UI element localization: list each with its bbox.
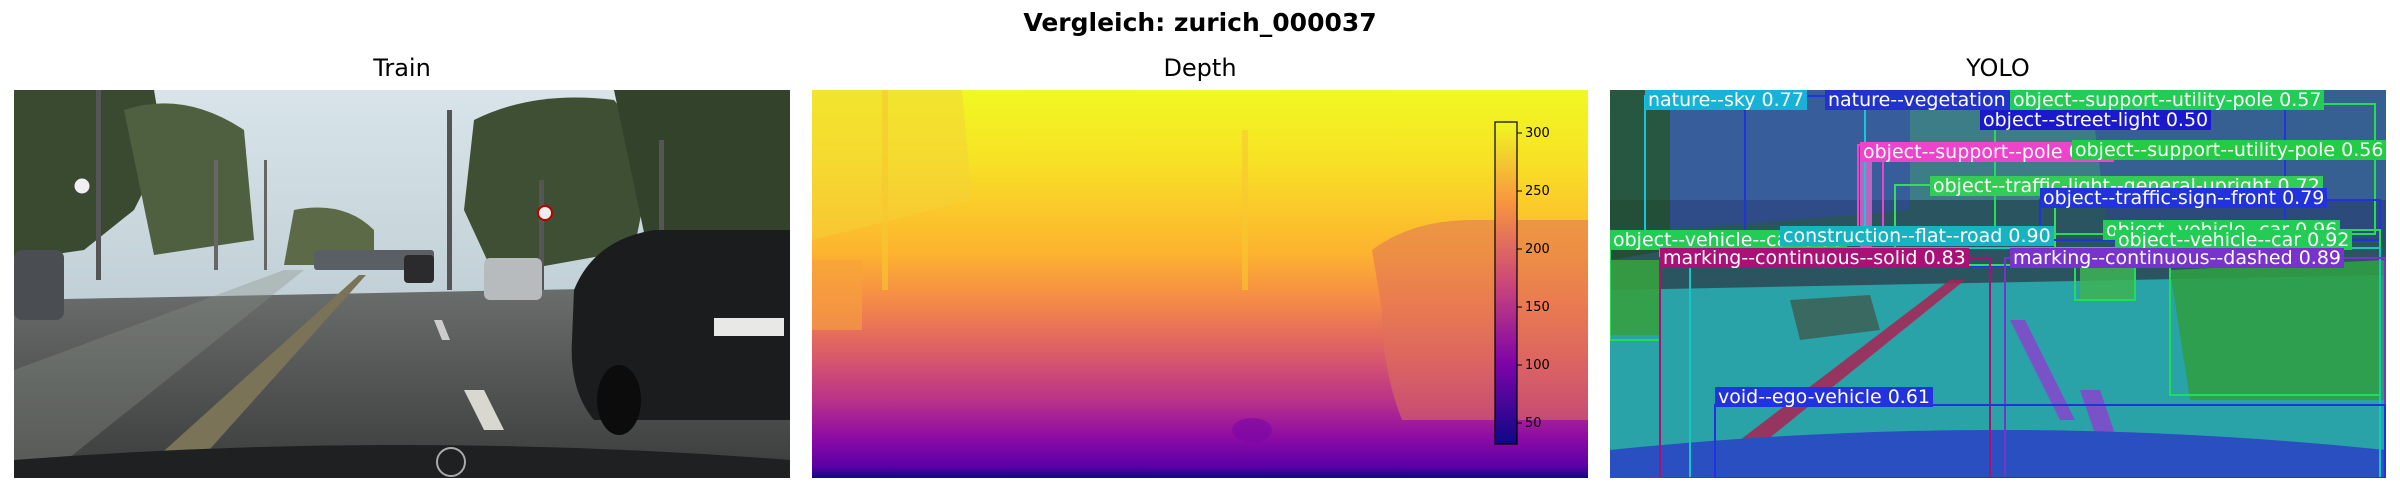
depth-image-panel: 300 250 200 150 100 50 — [812, 90, 1588, 478]
segmentation-overlay-image — [1610, 90, 2386, 478]
detection-label: object--support--pole 0.81 — [1860, 142, 2114, 162]
detection-label: void--ego-vehicle 0.61 — [1715, 387, 1934, 407]
colorbar-tick-label: 250 — [1525, 184, 1550, 199]
detection-label: construction--flat--road 0.90 — [1780, 226, 2054, 246]
depth-map-image: 300 250 200 150 100 50 — [812, 90, 1588, 478]
detection-label: object--street-light 0.50 — [1980, 110, 2212, 130]
panel-title-yolo: YOLO — [1966, 54, 2030, 82]
detection-label: nature--vegetation 0. — [1825, 90, 2033, 110]
colorbar-tick-label: 150 — [1525, 300, 1550, 315]
panel-title-depth: Depth — [1163, 54, 1237, 82]
detection-label: object--traffic-sign--front 0.79 — [2040, 188, 2328, 208]
colorbar-tick-label: 200 — [1525, 242, 1550, 257]
street-scene-photo — [14, 90, 790, 478]
train-image-panel — [14, 90, 790, 478]
panel-title-train: Train — [373, 54, 431, 82]
colorbar-tick-label: 50 — [1525, 416, 1542, 431]
detection-label: object--support--utility-pole 0.56 — [2072, 140, 2386, 160]
detection-label: marking--continuous--solid 0.83 — [1660, 248, 1969, 268]
detection-label: marking--continuous--dashed 0.89 — [2010, 248, 2345, 268]
colorbar-tick-label: 300 — [1525, 126, 1550, 141]
colorbar-tick-label: 100 — [1525, 358, 1550, 373]
yolo-image-panel: nature--sky 0.77 nature--vegetation 0. obj… — [1610, 90, 2386, 478]
figure-title: Vergleich: zurich_000037 — [1023, 8, 1377, 37]
detection-label: object--support--utility-pole 0.57 — [2010, 90, 2325, 110]
depth-colorbar: 300 250 200 150 100 50 — [1494, 121, 1550, 445]
detection-label: nature--sky 0.77 — [1645, 90, 1807, 110]
detection-label: object--vehicle--car 0.92 — [2115, 230, 2353, 250]
